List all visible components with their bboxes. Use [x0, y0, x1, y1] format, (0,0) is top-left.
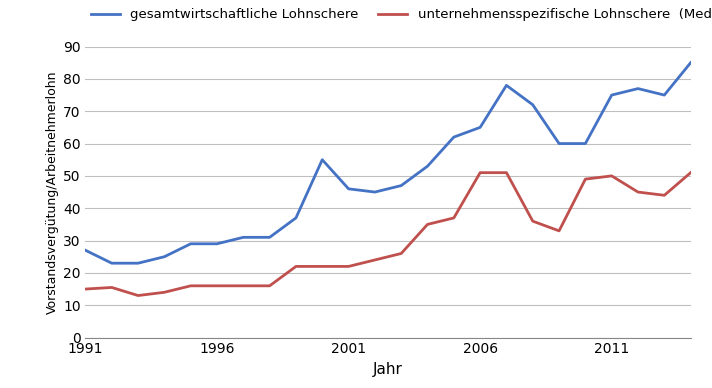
gesamtwirtschaftliche Lohnschere [239, 235, 248, 240]
Line: gesamtwirtschaftliche Lohnschere: gesamtwirtschaftliche Lohnschere [85, 63, 691, 263]
gesamtwirtschaftliche Lohnschere [292, 216, 300, 220]
unternehmensspezifische Lohnschere  (Median) [528, 219, 537, 223]
unternehmensspezifische Lohnschere  (Median) [292, 264, 300, 269]
gesamtwirtschaftliche Lohnschere [634, 86, 642, 91]
unternehmensspezifische Lohnschere  (Median) [581, 177, 590, 182]
gesamtwirtschaftliche Lohnschere [581, 141, 590, 146]
gesamtwirtschaftliche Lohnschere [397, 183, 405, 188]
unternehmensspezifische Lohnschere  (Median) [660, 193, 669, 197]
gesamtwirtschaftliche Lohnschere [449, 135, 458, 139]
gesamtwirtschaftliche Lohnschere [345, 187, 353, 191]
gesamtwirtschaftliche Lohnschere [134, 261, 142, 265]
unternehmensspezifische Lohnschere  (Median) [607, 173, 616, 178]
gesamtwirtschaftliche Lohnschere [555, 141, 563, 146]
unternehmensspezifische Lohnschere  (Median) [160, 290, 169, 294]
unternehmensspezifische Lohnschere  (Median) [187, 284, 195, 288]
unternehmensspezifische Lohnschere  (Median) [371, 258, 379, 262]
gesamtwirtschaftliche Lohnschere [686, 61, 695, 65]
gesamtwirtschaftliche Lohnschere [213, 241, 221, 246]
unternehmensspezifische Lohnschere  (Median) [555, 229, 563, 233]
gesamtwirtschaftliche Lohnschere [187, 241, 195, 246]
gesamtwirtschaftliche Lohnschere [502, 83, 511, 88]
unternehmensspezifische Lohnschere  (Median) [266, 284, 274, 288]
Legend: gesamtwirtschaftliche Lohnschere, unternehmensspezifische Lohnschere  (Median): gesamtwirtschaftliche Lohnschere, untern… [85, 3, 712, 26]
gesamtwirtschaftliche Lohnschere [528, 102, 537, 107]
unternehmensspezifische Lohnschere  (Median) [476, 170, 484, 175]
unternehmensspezifische Lohnschere  (Median) [423, 222, 431, 227]
gesamtwirtschaftliche Lohnschere [108, 261, 116, 265]
X-axis label: Jahr: Jahr [373, 362, 403, 377]
unternehmensspezifische Lohnschere  (Median) [81, 287, 90, 291]
Line: unternehmensspezifische Lohnschere  (Median): unternehmensspezifische Lohnschere (Medi… [85, 173, 691, 296]
gesamtwirtschaftliche Lohnschere [607, 93, 616, 97]
unternehmensspezifische Lohnschere  (Median) [108, 285, 116, 290]
unternehmensspezifische Lohnschere  (Median) [318, 264, 327, 269]
gesamtwirtschaftliche Lohnschere [423, 164, 431, 168]
gesamtwirtschaftliche Lohnschere [81, 248, 90, 253]
unternehmensspezifische Lohnschere  (Median) [134, 293, 142, 298]
unternehmensspezifische Lohnschere  (Median) [213, 284, 221, 288]
gesamtwirtschaftliche Lohnschere [318, 158, 327, 162]
gesamtwirtschaftliche Lohnschere [476, 125, 484, 130]
unternehmensspezifische Lohnschere  (Median) [449, 216, 458, 220]
Y-axis label: Vorstandsvergütung/Arbeitnehmerlohn: Vorstandsvergütung/Arbeitnehmerlohn [46, 70, 59, 314]
unternehmensspezifische Lohnschere  (Median) [686, 170, 695, 175]
unternehmensspezifische Lohnschere  (Median) [502, 170, 511, 175]
gesamtwirtschaftliche Lohnschere [160, 255, 169, 259]
unternehmensspezifische Lohnschere  (Median) [634, 190, 642, 194]
unternehmensspezifische Lohnschere  (Median) [345, 264, 353, 269]
unternehmensspezifische Lohnschere  (Median) [239, 284, 248, 288]
gesamtwirtschaftliche Lohnschere [371, 190, 379, 194]
gesamtwirtschaftliche Lohnschere [660, 93, 669, 97]
gesamtwirtschaftliche Lohnschere [266, 235, 274, 240]
unternehmensspezifische Lohnschere  (Median) [397, 251, 405, 256]
